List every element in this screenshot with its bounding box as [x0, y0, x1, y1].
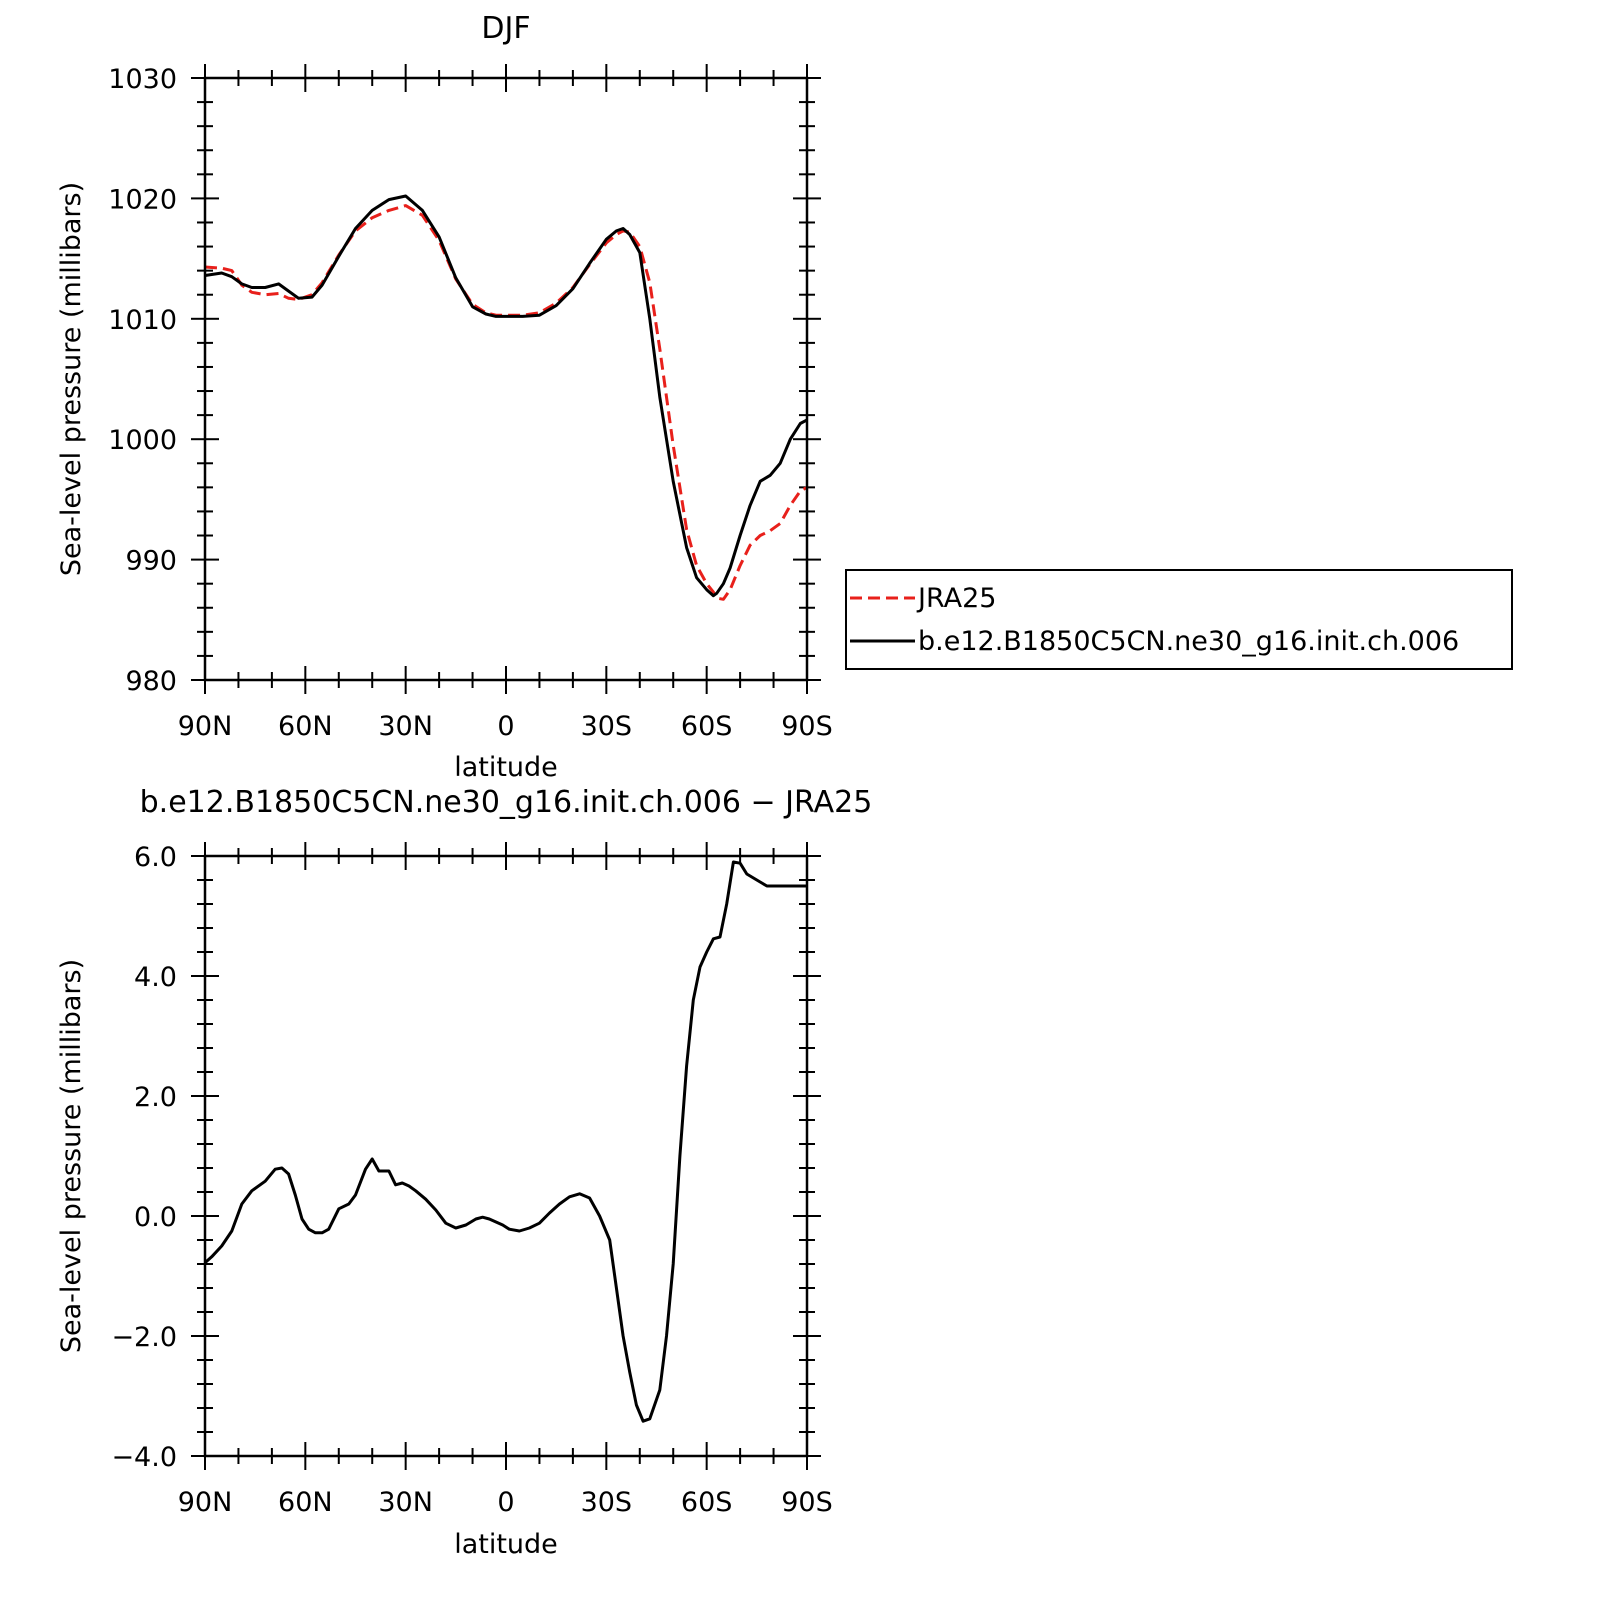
bottom-x-tick-label: 30N: [378, 1487, 433, 1518]
top-y-tick-label: 1000: [108, 425, 177, 456]
bottom-chart-title: b.e12.B1850C5CN.ne30_g16.init.ch.006 − J…: [140, 785, 873, 820]
top-x-tick-label: 90N: [178, 711, 233, 742]
top-x-tick-label: 60N: [278, 711, 333, 742]
top-x-tick-label: 30S: [581, 711, 633, 742]
bottom-y-tick-label: −2.0: [111, 1322, 177, 1353]
top-tick-labels: 90N 60N 30N 0 30S 60S 90S 980 990 1000 1010 1020 103…: [108, 64, 832, 742]
top-series-line-1: [204, 194, 808, 598]
top-series-line-0: [204, 204, 808, 601]
top-chart-title: DJF: [481, 11, 530, 46]
top-y-tick-label: 1030: [108, 64, 177, 95]
top-x-tick-label: 0: [497, 711, 514, 742]
bottom-y-tick-label: 0.0: [134, 1202, 177, 1233]
bottom-ticks: [191, 842, 821, 1470]
top-y-tick-label: 1020: [108, 184, 177, 215]
bottom-x-tick-label: 90S: [781, 1487, 833, 1518]
legend: JRA25 b.e12.B1850C5CN.ne30_g16.init.ch.0…: [845, 569, 1513, 670]
top-y-tick-label: 1010: [108, 305, 177, 336]
top-panel: DJF 90N 60N 30N 0 30S 60S 90S 980 990 1000 1010 102…: [56, 11, 1513, 783]
top-x-tick-label: 60S: [681, 711, 733, 742]
top-series: [204, 194, 808, 601]
bottom-x-tick-label: 30S: [581, 1487, 633, 1518]
bottom-series: [203, 860, 807, 1423]
legend-label-jra25: JRA25: [916, 583, 996, 614]
bottom-panel: b.e12.B1850C5CN.ne30_g16.init.ch.006 − J…: [56, 785, 872, 1560]
bottom-y-tick-label: 4.0: [134, 962, 177, 993]
top-x-axis-label: latitude: [454, 752, 558, 783]
bottom-x-axis-label: latitude: [454, 1529, 558, 1560]
top-plot-frame: [203, 76, 809, 682]
bottom-y-tick-label: −4.0: [111, 1442, 177, 1473]
top-ticks: [191, 64, 821, 694]
top-y-axis-label: Sea-level pressure (millibars): [56, 182, 87, 576]
bottom-y-axis-label: Sea-level pressure (millibars): [56, 959, 87, 1353]
bottom-x-tick-label: 0: [497, 1487, 514, 1518]
bottom-y-tick-label: 6.0: [134, 842, 177, 873]
bottom-x-tick-label: 60S: [681, 1487, 733, 1518]
bottom-x-tick-label: 90N: [178, 1487, 233, 1518]
bottom-y-tick-label: 2.0: [134, 1082, 177, 1113]
top-y-tick-label: 980: [125, 666, 177, 697]
bottom-x-tick-label: 60N: [278, 1487, 333, 1518]
bottom-plot-frame: [203, 854, 809, 1458]
bottom-series-line-0: [203, 860, 807, 1423]
top-x-tick-label: 30N: [378, 711, 433, 742]
legend-label-model: b.e12.B1850C5CN.ne30_g16.init.ch.006: [918, 626, 1459, 657]
legend-box: [845, 569, 1513, 670]
top-y-tick-label: 990: [125, 546, 177, 577]
top-x-tick-label: 90S: [781, 711, 833, 742]
bottom-tick-labels: 90N 60N 30N 0 30S 60S 90S −4.0 −2.0 0.0 2.0 4.0 6.0: [111, 842, 832, 1518]
